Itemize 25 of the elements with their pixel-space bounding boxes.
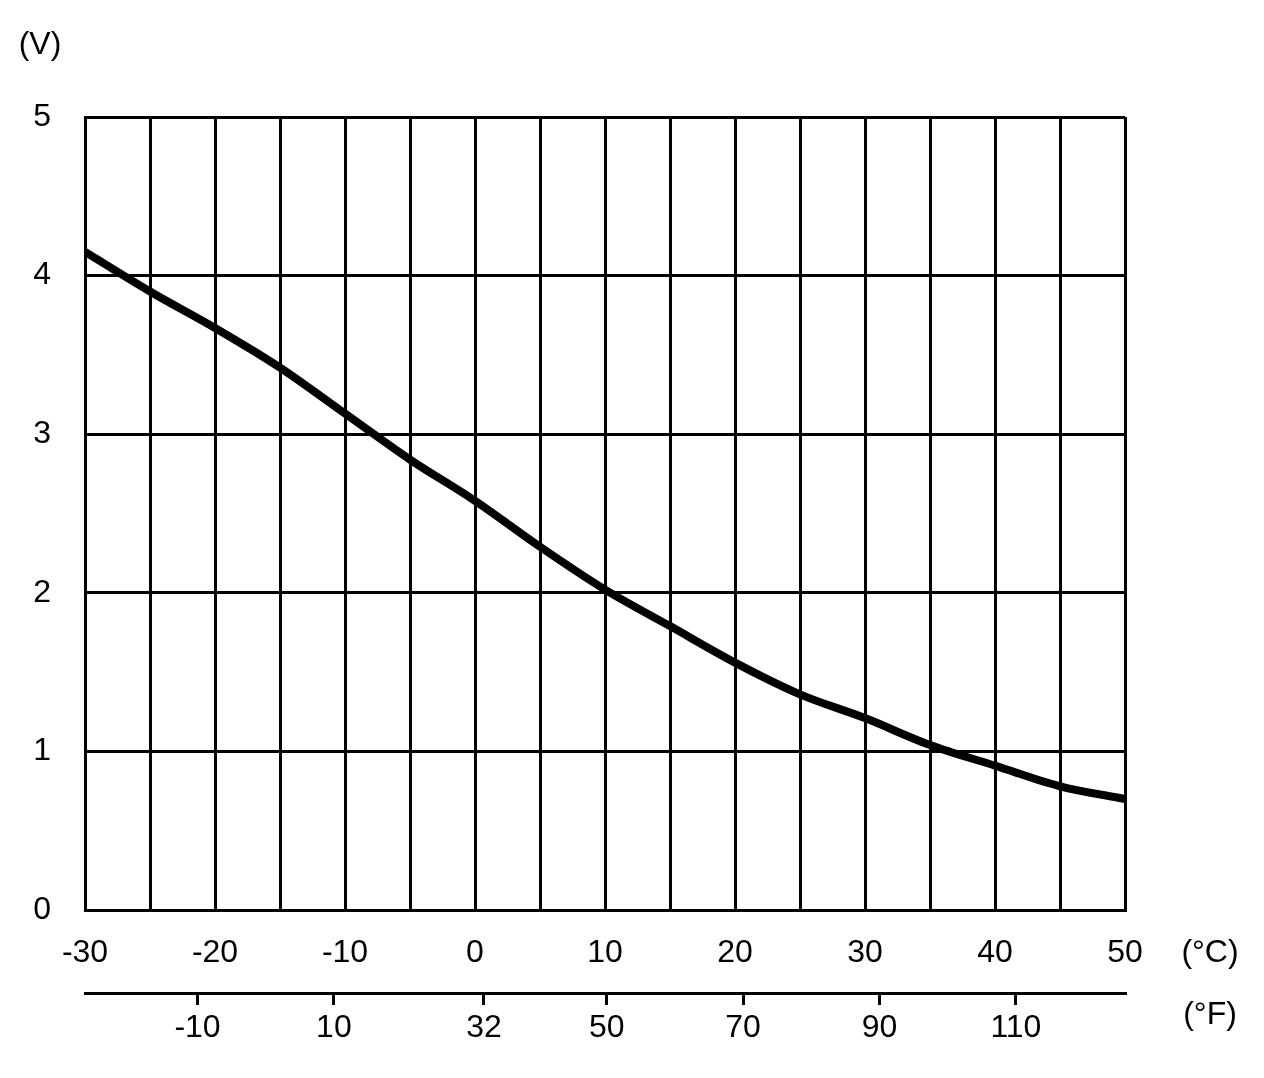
x-tick-label: 10 — [587, 933, 623, 970]
y-tick-label: 0 — [33, 889, 51, 926]
x-tick-label: -30 — [61, 933, 109, 970]
x-tick-label: 20 — [717, 933, 753, 970]
x2-tick-label: 90 — [861, 1008, 898, 1045]
x-tick-label: 40 — [977, 933, 1013, 970]
x-tick-label: 30 — [847, 933, 883, 970]
x-tick-label: -10 — [321, 933, 369, 970]
x-tick-label: 0 — [466, 933, 484, 970]
x2-tick-label: 70 — [725, 1008, 761, 1045]
x2-tick-label: 110 — [990, 1008, 1042, 1045]
y-tick-label: 4 — [33, 255, 51, 292]
x2-tick-label: -10 — [174, 1008, 221, 1045]
x-axis-title: (°C) — [1181, 932, 1239, 969]
y-tick-label: 3 — [33, 414, 51, 451]
x2-axis-title: (°F) — [1183, 994, 1237, 1031]
x2-tick-label: 32 — [466, 1008, 502, 1045]
x2-tick-label: 10 — [316, 1008, 352, 1045]
x2-tick-label: 50 — [588, 1008, 625, 1045]
y-tick-label: 5 — [33, 96, 51, 133]
y-tick-label: 2 — [33, 572, 51, 609]
x-tick-label: -20 — [191, 933, 239, 970]
y-axis-title: (V) — [18, 24, 62, 61]
x-tick-label: 50 — [1107, 933, 1143, 970]
y-tick-label: 1 — [33, 731, 51, 768]
